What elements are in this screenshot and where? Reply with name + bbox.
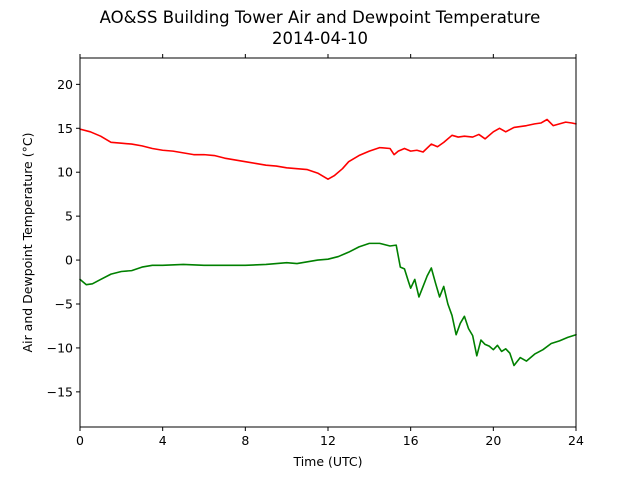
plot-frame [79,57,577,428]
y-tick-label: 5 [65,209,73,224]
plot-area [80,58,576,427]
x-tick-label: 20 [485,433,501,448]
y-tick-label: −10 [47,340,73,355]
x-tick-label: 16 [403,433,419,448]
y-tick-label: 0 [65,253,73,268]
series-layer [79,118,577,367]
x-tick-label: 4 [159,433,167,448]
axis-layer: 0 4 8 12 16 20 24 −15 −10 −5 0 5 10 15 20 [47,54,584,448]
series-line-0 [79,118,577,181]
x-tick-label: 8 [241,433,249,448]
x-tick-label: 24 [568,433,584,448]
series-line-1 [79,242,577,367]
y-tick-label: −15 [47,384,73,399]
y-tick-label: −5 [55,297,73,312]
y-tick-label: 15 [57,121,73,136]
chart-subtitle: 2014-04-10 [272,29,368,48]
x-axis-label: Time (UTC) [292,454,362,469]
y-axis-label: Air and Dewpoint Temperature (°C) [20,133,35,353]
x-tick-label: 12 [320,433,336,448]
y-tick-label: 20 [57,77,73,92]
chart-title: AO&SS Building Tower Air and Dewpoint Te… [99,8,541,27]
x-tick-label: 0 [76,433,84,448]
y-tick-label: 10 [57,165,73,180]
